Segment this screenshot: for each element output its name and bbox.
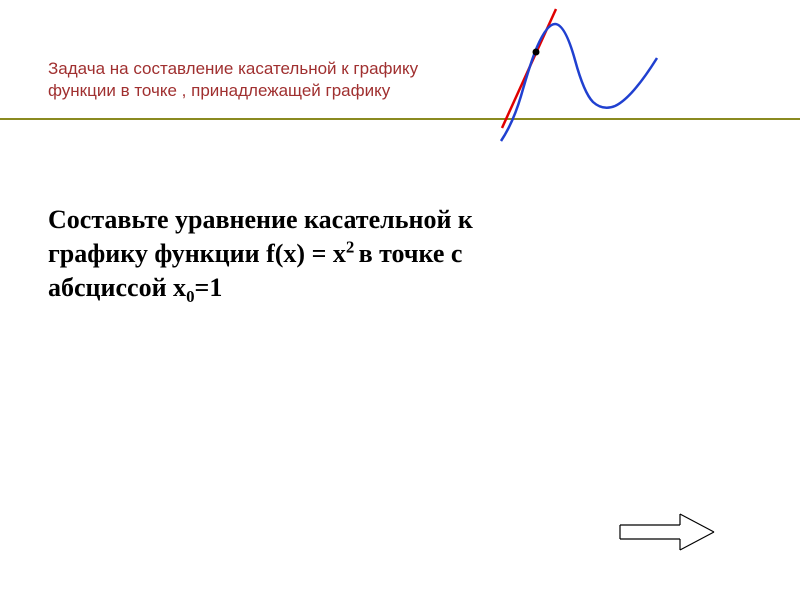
graph-illustration	[485, 0, 735, 148]
body-line2b: в точке с	[359, 239, 463, 268]
problem-text: Составьте уравнение касательной к график…	[48, 203, 658, 305]
body-line1: Составьте уравнение касательной к	[48, 205, 473, 234]
curve	[501, 24, 657, 141]
subscript-0: 0	[186, 287, 194, 306]
title-block: Задача на составление касательной к граф…	[48, 58, 478, 102]
body-line3b: =1	[195, 273, 223, 302]
next-arrow-icon[interactable]	[618, 510, 718, 554]
body-line2a: графику функции f(x) = x	[48, 239, 346, 268]
exponent-2: 2	[346, 237, 359, 256]
tangent-point	[533, 49, 540, 56]
title-line1: Задача на составление касательной к граф…	[48, 58, 478, 80]
title-line2: функции в точке , принадлежащей графику	[48, 80, 478, 102]
body-line3a: абсциссой x	[48, 273, 186, 302]
